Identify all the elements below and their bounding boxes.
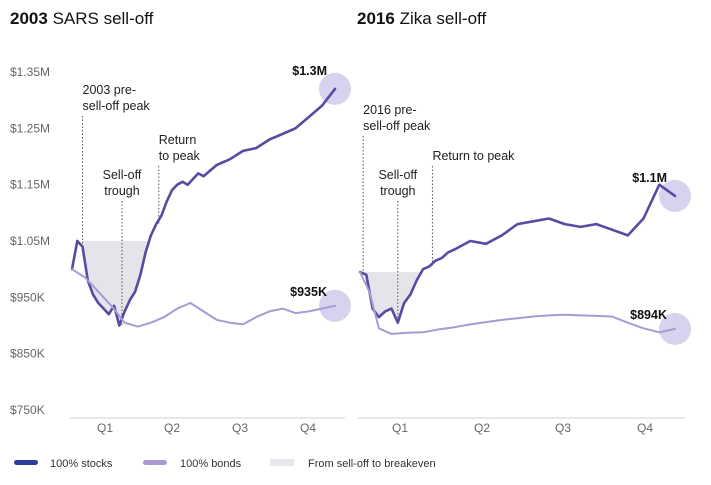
annotation-label: trough [380,184,415,198]
annotation-label: Sell-off [103,168,142,182]
chart-2-title-bold: 2016 [357,9,395,28]
y-tick-label: $1.05M [10,234,50,248]
breakeven-shaded-region [363,271,433,323]
panel-sars: Q1 Q2 Q3 Q4 2003 pre-sell-off peak Sell-off tr… [70,64,351,435]
legend-bonds-label: 100% bonds [180,458,242,470]
y-tick-label: $1.25M [10,121,50,135]
chart-1-title: 2003 SARS sell-off [10,9,154,28]
x-tick-label: Q3 [232,421,248,435]
chart-2-title: 2016 Zika sell-off [357,9,486,28]
x-tick-label: Q2 [164,421,180,435]
end-value-label: $894K [630,308,667,322]
x-tick-label: Q2 [474,421,490,435]
bonds-series-line [71,268,336,328]
legend: 100% stocks 100% bonds From sell-off to … [14,458,436,470]
end-value-label: $1.1M [632,171,667,185]
legend-breakeven-swatch [270,459,294,466]
x-tick-label: Q1 [392,421,408,435]
legend-stocks-label: 100% stocks [50,458,113,470]
chart-1-title-bold: 2003 [10,9,48,28]
breakeven-shaded-region [82,241,159,326]
stocks-series-line [70,87,337,327]
end-value-label: $935K [290,285,327,299]
chart-2-title-text: Zika sell-off [400,9,487,28]
end-value-label: $1.3M [292,64,327,78]
annotation-label: Return [159,133,197,147]
x-tick-label: Q3 [555,421,571,435]
annotation-label: to peak [159,149,201,163]
y-tick-label: $950K [10,290,45,304]
annotation-label: trough [104,184,139,198]
legend-breakeven-label: From sell-off to breakeven [308,458,436,470]
annotation-label: sell-off peak [363,119,431,133]
legend-stocks-swatch [14,460,38,465]
chart-1-title-text: SARS sell-off [53,9,154,28]
bonds-series-line [359,271,676,335]
y-tick-label: $1.15M [10,178,50,192]
x-tick-label: Q4 [300,421,316,435]
annotation-label: sell-off peak [83,99,151,113]
x-tick-label: Q1 [97,421,113,435]
panel-zika: Q1 Q2 Q3 Q4 2016 pre-sell-off peak Sell-off tr… [358,103,691,435]
legend-bonds-swatch [143,460,167,465]
x-tick-label: Q4 [637,421,653,435]
y-tick-label: $1.35M [10,65,50,79]
annotation-label: Sell-off [378,168,417,182]
y-tick-label: $750K [10,403,45,417]
y-tick-label: $850K [10,347,45,361]
annotation-label: Return to peak [432,149,515,163]
stocks-series-line [358,183,677,324]
annotation-label: 2016 pre- [363,103,417,117]
annotation-label: 2003 pre- [83,83,137,97]
y-axis-ticks: $1.35M $1.25M $1.15M $1.05M $950K $850K $750K [10,65,50,417]
